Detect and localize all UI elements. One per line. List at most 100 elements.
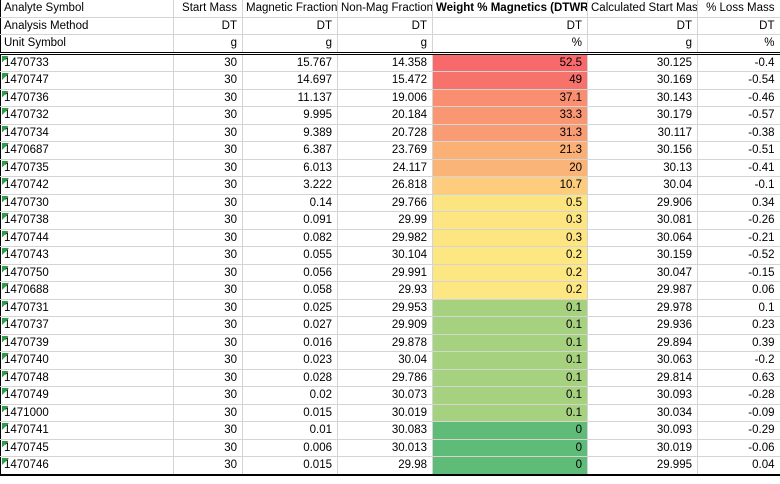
cell-magnetic-fraction[interactable]: 0.14 [242,194,338,212]
cell-pct-loss-mass[interactable]: -0.54 [697,71,780,90]
cell-analyte-symbol[interactable]: 1470746 [0,456,174,475]
cell-weight-pct-magnetics[interactable]: 0.3 [432,211,588,230]
cell-start-mass[interactable]: 30 [173,281,243,300]
cell-pct-loss-mass[interactable]: 0.34 [697,194,780,212]
cell-pct-loss-mass[interactable]: -0.29 [697,421,780,440]
cell-start-mass[interactable]: 30 [173,194,243,212]
cell-analysis-method[interactable]: DT [587,17,698,35]
cell-magnetic-fraction[interactable]: 0.058 [242,281,338,300]
cell-analysis-method[interactable]: DT [242,17,338,35]
cell-pct-loss-mass[interactable]: -0.4 [697,53,780,72]
cell-weight-pct-magnetics[interactable]: 0.5 [432,194,588,212]
cell-weight-pct-magnetics[interactable]: 31.3 [432,124,588,142]
cell-start-mass[interactable]: 30 [173,404,243,422]
cell-non-mag-fraction[interactable]: 19.006 [337,89,433,107]
cell-calculated-start-mass[interactable]: 30.093 [587,386,698,405]
cell-non-mag-fraction[interactable]: 29.766 [337,194,433,212]
cell-col-magnetic-fraction[interactable]: Magnetic Fraction [242,0,338,18]
cell-unit-symbol[interactable]: g [337,34,433,55]
cell-magnetic-fraction[interactable]: 0.025 [242,299,338,317]
cell-start-mass[interactable]: 30 [173,211,243,230]
cell-pct-loss-mass[interactable]: -0.15 [697,264,780,282]
cell-unit-symbol[interactable]: g [587,34,698,55]
cell-non-mag-fraction[interactable]: 29.991 [337,264,433,282]
cell-weight-pct-magnetics[interactable]: 0 [432,421,588,440]
cell-non-mag-fraction[interactable]: 30.104 [337,246,433,265]
cell-row-label[interactable]: Analysis Method [0,17,174,35]
cell-analyte-symbol[interactable]: 1471000 [0,404,174,422]
cell-non-mag-fraction[interactable]: 26.818 [337,176,433,195]
cell-analyte-symbol[interactable]: 1470744 [0,229,174,247]
cell-analysis-method[interactable]: DT [173,17,243,35]
cell-weight-pct-magnetics[interactable]: 0 [432,456,588,475]
cell-calculated-start-mass[interactable]: 30.04 [587,176,698,195]
cell-analyte-symbol[interactable]: 1470735 [0,159,174,177]
cell-calculated-start-mass[interactable]: 29.995 [587,456,698,475]
cell-magnetic-fraction[interactable]: 9.995 [242,106,338,125]
cell-unit-symbol[interactable]: g [242,34,338,55]
cell-magnetic-fraction[interactable]: 0.082 [242,229,338,247]
cell-start-mass[interactable]: 30 [173,421,243,440]
cell-analyte-symbol[interactable]: 1470741 [0,421,174,440]
cell-col-pct-loss-mass[interactable]: % Loss Mass [697,0,780,18]
cell-non-mag-fraction[interactable]: 30.013 [337,439,433,457]
cell-row-label[interactable]: Unit Symbol [0,34,174,55]
cell-analyte-symbol[interactable]: 1470733 [0,53,174,72]
cell-pct-loss-mass[interactable]: -0.38 [697,124,780,142]
cell-non-mag-fraction[interactable]: 29.93 [337,281,433,300]
cell-magnetic-fraction[interactable]: 11.137 [242,89,338,107]
cell-analyte-symbol[interactable]: 1470738 [0,211,174,230]
cell-weight-pct-magnetics[interactable]: 0.3 [432,229,588,247]
cell-analyte-symbol[interactable]: 1470736 [0,89,174,107]
cell-analyte-symbol[interactable]: 1470739 [0,334,174,352]
cell-non-mag-fraction[interactable]: 29.98 [337,456,433,475]
cell-col-calculated-start-mass[interactable]: Calculated Start Mass [587,0,698,18]
cell-start-mass[interactable]: 30 [173,141,243,160]
cell-non-mag-fraction[interactable]: 30.04 [337,351,433,370]
cell-magnetic-fraction[interactable]: 0.01 [242,421,338,440]
cell-weight-pct-magnetics[interactable]: 0.1 [432,299,588,317]
cell-calculated-start-mass[interactable]: 30.047 [587,264,698,282]
cell-non-mag-fraction[interactable]: 14.358 [337,53,433,72]
cell-calculated-start-mass[interactable]: 29.894 [587,334,698,352]
cell-weight-pct-magnetics[interactable]: 0.1 [432,334,588,352]
cell-start-mass[interactable]: 30 [173,456,243,475]
cell-start-mass[interactable]: 30 [173,386,243,405]
cell-non-mag-fraction[interactable]: 30.073 [337,386,433,405]
cell-unit-symbol[interactable]: g [173,34,243,55]
cell-magnetic-fraction[interactable]: 14.697 [242,71,338,90]
cell-non-mag-fraction[interactable]: 30.019 [337,404,433,422]
cell-analyte-symbol[interactable]: 1470688 [0,281,174,300]
cell-analyte-symbol[interactable]: 1470737 [0,316,174,335]
cell-magnetic-fraction[interactable]: 0.02 [242,386,338,405]
cell-analyte-symbol[interactable]: 1470742 [0,176,174,195]
cell-pct-loss-mass[interactable]: -0.52 [697,246,780,265]
cell-start-mass[interactable]: 30 [173,246,243,265]
cell-analyte-symbol[interactable]: 1470732 [0,106,174,125]
cell-weight-pct-magnetics[interactable]: 0 [432,439,588,457]
cell-calculated-start-mass[interactable]: 29.936 [587,316,698,335]
cell-start-mass[interactable]: 30 [173,264,243,282]
cell-magnetic-fraction[interactable]: 0.015 [242,404,338,422]
cell-non-mag-fraction[interactable]: 29.953 [337,299,433,317]
cell-analyte-symbol[interactable]: 1470748 [0,369,174,387]
cell-analyte-symbol[interactable]: 1470687 [0,141,174,160]
cell-start-mass[interactable]: 30 [173,229,243,247]
cell-weight-pct-magnetics[interactable]: 37.1 [432,89,588,107]
cell-magnetic-fraction[interactable]: 3.222 [242,176,338,195]
cell-start-mass[interactable]: 30 [173,176,243,195]
cell-non-mag-fraction[interactable]: 20.184 [337,106,433,125]
cell-start-mass[interactable]: 30 [173,53,243,72]
cell-start-mass[interactable]: 30 [173,439,243,457]
cell-magnetic-fraction[interactable]: 0.023 [242,351,338,370]
cell-non-mag-fraction[interactable]: 24.117 [337,159,433,177]
cell-pct-loss-mass[interactable]: -0.28 [697,386,780,405]
cell-pct-loss-mass[interactable]: 0.39 [697,334,780,352]
cell-analyte-symbol[interactable]: 1470734 [0,124,174,142]
cell-magnetic-fraction[interactable]: 0.016 [242,334,338,352]
cell-analysis-method[interactable]: DT [432,17,588,35]
cell-start-mass[interactable]: 30 [173,89,243,107]
cell-weight-pct-magnetics[interactable]: 52.5 [432,53,588,72]
cell-start-mass[interactable]: 30 [173,299,243,317]
cell-col-non-mag-fraction[interactable]: Non-Mag Fraction [337,0,433,18]
